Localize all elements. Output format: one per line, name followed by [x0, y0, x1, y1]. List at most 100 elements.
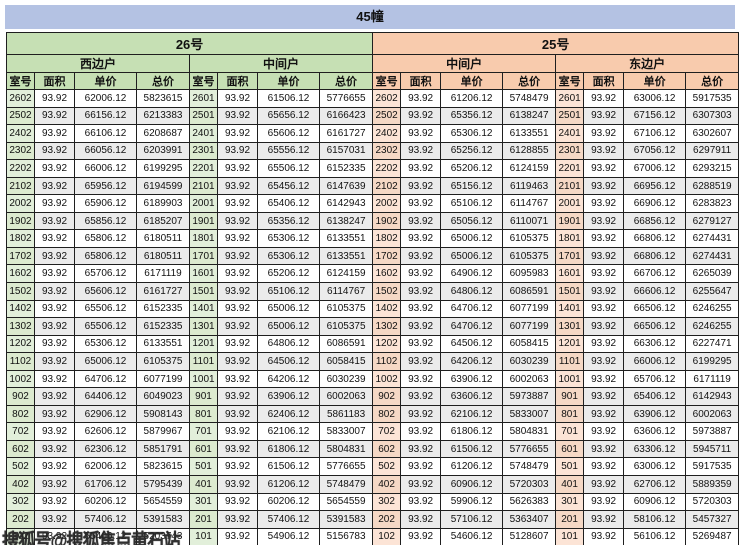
area-cell: 93.92	[34, 334, 75, 354]
room-cell: 1501	[189, 282, 218, 301]
room-cell: 2302	[372, 141, 402, 161]
room-cell: 1901	[555, 211, 585, 231]
unit-price-cell: 66006.12	[623, 352, 687, 371]
room-cell: 2302	[6, 141, 35, 161]
area-cell: 93.92	[34, 492, 75, 512]
total-price-cell: 6265039	[685, 264, 740, 284]
room-cell: 301	[555, 492, 585, 512]
area-cell: 93.92	[583, 299, 625, 319]
room-cell: 1301	[189, 317, 218, 336]
area-cell: 93.92	[583, 176, 625, 196]
col-total-price: 总价	[318, 72, 374, 90]
unit-price-cell: 65506.12	[257, 159, 320, 178]
group-26-header: 26号	[5, 32, 374, 55]
room-cell: 1101	[555, 352, 585, 371]
room-cell: 1702	[372, 246, 402, 266]
unit-price-cell: 65406.12	[623, 387, 687, 406]
area-cell: 93.92	[217, 439, 258, 459]
area-cell: 93.92	[583, 492, 625, 512]
total-price-cell: 6171119	[685, 369, 740, 389]
room-cell: 502	[6, 457, 35, 477]
unit-price-cell: 61506.12	[257, 89, 320, 108]
room-cell: 1302	[372, 317, 402, 336]
area-cell: 93.92	[34, 387, 75, 406]
col-unit-price: 单价	[623, 72, 687, 90]
area-cell: 93.92	[34, 194, 75, 213]
area-cell: 93.92	[217, 141, 258, 161]
unit-price-cell: 65956.12	[74, 176, 137, 196]
room-cell: 1901	[189, 211, 218, 231]
room-cell: 402	[6, 475, 35, 494]
total-price-cell: 6297911	[685, 141, 740, 161]
total-price-cell: 6293215	[685, 159, 740, 178]
room-cell: 1801	[555, 229, 585, 248]
area-cell: 93.92	[34, 124, 75, 143]
table-body: 2602 93.92 62006.12 5823615 2601 93.92 61506.1…	[6, 89, 740, 545]
table-row: 702 93.92 62606.12 5879967 701 93.92 62106.12 5…	[6, 422, 740, 441]
unit-price-cell: 66606.12	[623, 282, 687, 301]
room-cell: 2401	[189, 124, 218, 143]
table-row: 1802 93.92 65806.12 6180511 1801 93.92 65306.1…	[6, 229, 740, 248]
total-price-cell: 6002063	[685, 404, 740, 424]
area-cell: 93.92	[217, 369, 258, 389]
price-sheet-page: 45幢 26号 25号 西边户 中间户 中间户 东边户 室号 面积 单价 总	[0, 5, 740, 545]
total-price-cell: 6105375	[502, 229, 557, 248]
total-price-cell: 5833007	[318, 422, 374, 441]
unit-price-cell: 65906.12	[74, 194, 137, 213]
area-cell: 93.92	[34, 159, 75, 178]
table-row: 1102 93.92 65006.12 6105375 1101 93.92 64506.1…	[6, 352, 740, 371]
room-cell: 2601	[555, 89, 585, 108]
total-price-cell: 6161727	[136, 282, 190, 301]
unit-price-cell: 58106.12	[623, 510, 687, 529]
unit-price-cell: 65606.12	[74, 282, 137, 301]
table-row: 2602 93.92 62006.12 5823615 2601 93.92 61506.1…	[6, 89, 740, 108]
area-cell: 93.92	[34, 352, 75, 371]
table-row: 1002 93.92 64706.12 6077199 1001 93.92 64206.1…	[6, 369, 740, 389]
col-total-price: 总价	[685, 72, 740, 90]
unit-price-cell: 61206.12	[440, 89, 504, 108]
total-price-cell: 6119463	[502, 176, 557, 196]
unit-price-cell: 65806.12	[74, 246, 137, 266]
area-cell: 93.92	[583, 246, 625, 266]
area-cell: 93.92	[583, 387, 625, 406]
total-price-cell: 5776655	[502, 439, 557, 459]
total-price-cell: 5917535	[685, 457, 740, 477]
area-cell: 93.92	[400, 246, 442, 266]
area-cell: 93.92	[583, 229, 625, 248]
total-price-cell: 5654559	[318, 492, 374, 512]
area-cell: 93.92	[400, 106, 442, 126]
unit-price-cell: 63906.12	[623, 404, 687, 424]
area-cell: 93.92	[34, 211, 75, 231]
area-cell: 93.92	[217, 124, 258, 143]
area-cell: 93.92	[217, 492, 258, 512]
total-price-cell: 5654559	[136, 492, 190, 512]
total-price-cell: 6185207	[136, 211, 190, 231]
table-row: 902 93.92 64406.12 6049023 901 93.92 63906.12 6…	[6, 387, 740, 406]
area-cell: 93.92	[217, 334, 258, 354]
unit-price-cell: 65106.12	[440, 194, 504, 213]
unit-price-cell: 65306.12	[74, 334, 137, 354]
total-price-cell: 6307303	[685, 106, 740, 126]
unit-price-cell: 63606.12	[440, 387, 504, 406]
unit-price-cell: 64506.12	[440, 334, 504, 354]
unit-price-cell: 60906.12	[440, 475, 504, 494]
room-cell: 802	[372, 404, 402, 424]
total-price-cell: 5823615	[136, 457, 190, 477]
area-cell: 93.92	[217, 229, 258, 248]
unit-price-cell: 67006.12	[623, 159, 687, 178]
unit-price-cell: 65706.12	[623, 369, 687, 389]
unit-price-cell: 62306.12	[74, 439, 137, 459]
room-cell: 302	[6, 492, 35, 512]
unit-price-cell: 54906.12	[257, 527, 320, 545]
unit-price-cell: 65806.12	[74, 229, 137, 248]
room-cell: 1202	[372, 334, 402, 354]
total-price-cell: 6077199	[136, 369, 190, 389]
unit-price-cell: 65356.12	[440, 106, 504, 126]
unit-price-cell: 62106.12	[257, 422, 320, 441]
unit-price-cell: 65006.12	[257, 317, 320, 336]
unit-price-cell: 64806.12	[257, 334, 320, 354]
column-header-row: 室号 面积 单价 总价 室号 面积 单价 总价 室号 面积 单价 总价 室号 面…	[6, 72, 740, 90]
room-cell: 901	[189, 387, 218, 406]
total-price-cell: 5748479	[318, 475, 374, 494]
room-cell: 2201	[189, 159, 218, 178]
